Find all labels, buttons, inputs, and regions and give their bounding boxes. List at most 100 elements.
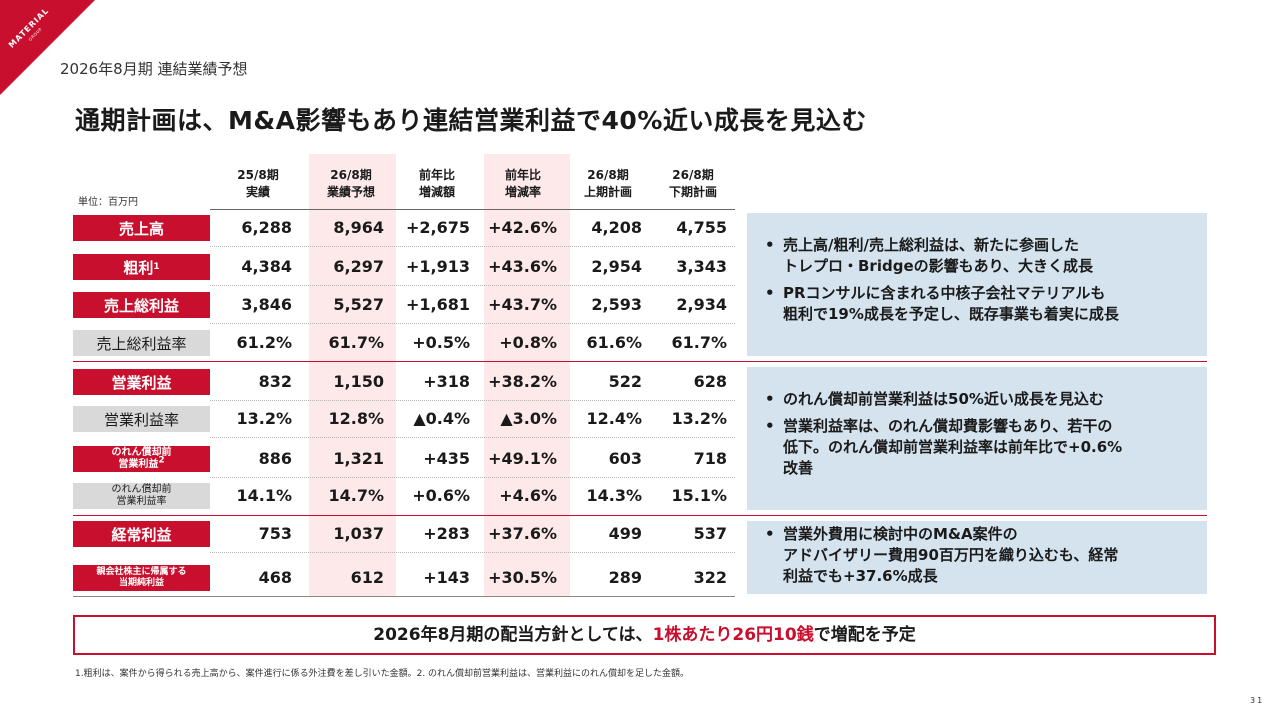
table-cell: 61.6%: [586, 333, 642, 352]
table-cell: 4,384: [241, 257, 292, 276]
column-header: 前年比 増減率: [504, 168, 541, 199]
table-cell: 61.7%: [328, 333, 384, 352]
table-cell: 12.4%: [586, 409, 642, 428]
group-divider: [73, 515, 1207, 516]
table-cell: 2,954: [591, 257, 642, 276]
note-box-ordinary: 営業外費用に検討中のM&A案件のアドバイザリー費用90百万円を織り込むも、経常利…: [747, 521, 1207, 594]
table-cell: 5,527: [333, 295, 384, 314]
table-cell: +283: [423, 524, 470, 543]
row-label: のれん償却前 営業利益2: [73, 446, 210, 472]
table-cell: +0.6%: [412, 486, 470, 505]
table-cell: 468: [258, 568, 292, 587]
table-cell: 14.1%: [236, 486, 292, 505]
row-label: 売上総利益: [73, 292, 210, 318]
table-cell: 628: [693, 372, 727, 391]
table-cell: +1,681: [405, 295, 470, 314]
row-separator: [210, 477, 735, 478]
table-cell: 2,593: [591, 295, 642, 314]
table-cell: 1,321: [333, 449, 384, 468]
table-cell: 6,288: [241, 218, 292, 237]
note-box-revenue: 売上高/粗利/売上総利益は、新たに参画したトレプロ・Bridgeの影響もあり、大…: [747, 213, 1207, 356]
unit-label: 単位：百万円: [78, 197, 138, 208]
table-cell: +43.7%: [488, 295, 557, 314]
row-label: 売上高: [73, 215, 210, 241]
table-cell: +38.2%: [488, 372, 557, 391]
table-cell: ▲0.4%: [413, 409, 470, 428]
table-cell: 886: [258, 449, 292, 468]
row-label: 売上総利益率: [73, 330, 210, 356]
row-label: 営業利益: [73, 369, 210, 395]
table-cell: +318: [423, 372, 470, 391]
table-cell: 14.7%: [328, 486, 384, 505]
highlight-column-forecast: [309, 154, 396, 596]
table-cell: 2,934: [676, 295, 727, 314]
table-cell: 753: [258, 524, 292, 543]
highlight-column-growth-rate: [484, 154, 570, 596]
column-header: 26/8期 業績予想: [326, 168, 375, 199]
group-divider: [73, 361, 1207, 362]
table-cell: +42.6%: [488, 218, 557, 237]
note-bullet: のれん償却前営業利益は50%近い成長を見込む: [765, 389, 1191, 410]
footnote: 1.粗利は、案件から得られる売上高から、案件進行に係る外注費を差し引いた金額。2…: [75, 669, 690, 679]
column-header: 26/8期 上期計画: [583, 168, 632, 199]
table-cell: 14.3%: [586, 486, 642, 505]
row-label: 営業利益率: [73, 406, 210, 432]
table-cell: 8,964: [333, 218, 384, 237]
dividend-policy-box: 2026年8月期の配当方針としては、1株あたり26円10銭で増配を予定: [73, 615, 1216, 655]
table-cell: 499: [608, 524, 642, 543]
table-cell: 289: [608, 568, 642, 587]
table-cell: 832: [258, 372, 292, 391]
table-cell: 3,343: [676, 257, 727, 276]
dividend-amount: 1株あたり26円10銭: [652, 625, 814, 645]
note-bullet: 営業外費用に検討中のM&A案件のアドバイザリー費用90百万円を織り込むも、経常利…: [765, 524, 1191, 587]
table-cell: 522: [608, 372, 642, 391]
table-cell: 12.8%: [328, 409, 384, 428]
table-cell: +435: [423, 449, 470, 468]
table-cell: +2,675: [405, 218, 470, 237]
row-separator: [210, 285, 735, 286]
row-label: のれん償却前 営業利益率: [73, 483, 210, 509]
table-cell: 15.1%: [671, 486, 727, 505]
note-bullet: 売上高/粗利/売上総利益は、新たに参画したトレプロ・Bridgeの影響もあり、大…: [765, 235, 1191, 277]
table-cell: 718: [693, 449, 727, 468]
table-cell: 13.2%: [671, 409, 727, 428]
page-headline: 通期計画は、M&A影響もあり連結営業利益で40%近い成長を見込む: [75, 106, 867, 135]
row-separator: [210, 437, 735, 438]
table-cell: 4,208: [591, 218, 642, 237]
table-cell: +43.6%: [488, 257, 557, 276]
table-cell: 61.7%: [671, 333, 727, 352]
table-cell: 322: [693, 568, 727, 587]
table-cell: 4,755: [676, 218, 727, 237]
table-cell: 6,297: [333, 257, 384, 276]
table-cell: +143: [423, 568, 470, 587]
header-divider: [210, 209, 735, 210]
page-number: 31: [1250, 696, 1265, 705]
table-cell: +37.6%: [488, 524, 557, 543]
table-bottom-line: [73, 596, 735, 597]
note-box-operating: のれん償却前営業利益は50%近い成長を見込む 営業利益率は、のれん償却費影響もあ…: [747, 367, 1207, 510]
table-cell: 1,150: [333, 372, 384, 391]
section-title: 2026年8月期 連結業績予想: [60, 60, 248, 78]
dividend-prefix: 2026年8月期の配当方針としては、: [373, 625, 653, 645]
table-cell: +49.1%: [488, 449, 557, 468]
table-cell: +1,913: [405, 257, 470, 276]
table-cell: 537: [693, 524, 727, 543]
table-cell: 603: [608, 449, 642, 468]
table-cell: +4.6%: [499, 486, 557, 505]
row-separator: [210, 552, 735, 553]
note-bullet: PRコンサルに含まれる中核子会社マテリアルも粗利で19%成長を予定し、既存事業も…: [765, 283, 1191, 325]
table-cell: 612: [350, 568, 384, 587]
row-label: 粗利 1: [73, 254, 210, 280]
table-cell: 3,846: [241, 295, 292, 314]
row-separator: [210, 246, 735, 247]
column-header: 25/8期 実績: [237, 168, 279, 199]
table-cell: +0.5%: [412, 333, 470, 352]
table-cell: 61.2%: [236, 333, 292, 352]
row-label: 経常利益: [73, 521, 210, 547]
table-cell: ▲3.0%: [500, 409, 557, 428]
dividend-suffix: で増配を予定: [813, 625, 916, 645]
table-cell: +0.8%: [499, 333, 557, 352]
table-cell: +30.5%: [488, 568, 557, 587]
brand-corner: [0, 0, 95, 95]
table-cell: 1,037: [333, 524, 384, 543]
